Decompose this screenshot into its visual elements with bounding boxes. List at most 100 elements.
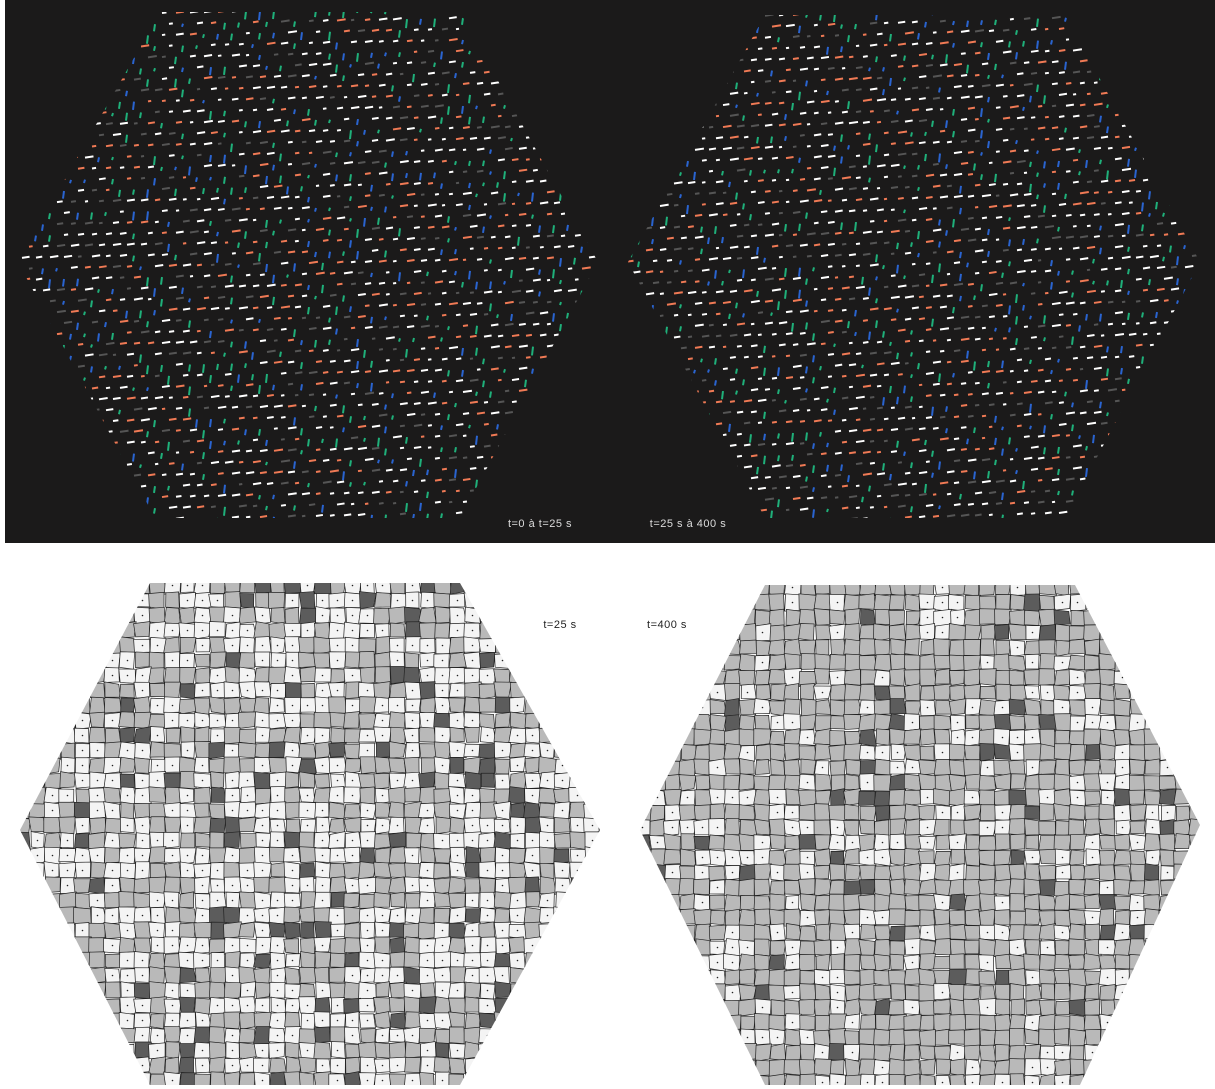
trajectory xyxy=(413,358,421,362)
trajectory xyxy=(980,130,983,139)
trajectory xyxy=(1037,390,1045,394)
trajectory xyxy=(995,369,1004,373)
trajectory xyxy=(322,349,329,352)
trajectory xyxy=(939,481,949,485)
trajectory xyxy=(764,145,774,149)
trajectory xyxy=(399,248,407,252)
trajectory xyxy=(1001,272,1004,279)
trajectory xyxy=(1079,345,1086,349)
trajectory xyxy=(673,335,681,339)
trajectory xyxy=(1135,322,1140,325)
trajectory xyxy=(680,214,686,218)
trajectory xyxy=(1079,191,1089,195)
trajectory xyxy=(560,234,566,238)
trajectory xyxy=(1044,401,1053,405)
trajectory xyxy=(525,158,530,161)
trajectory xyxy=(69,333,72,340)
trajectory xyxy=(266,328,274,331)
trajectory xyxy=(750,256,759,260)
trajectory xyxy=(715,422,723,426)
trajectory xyxy=(126,242,135,246)
trajectory xyxy=(890,274,896,278)
trajectory xyxy=(1114,332,1125,337)
cell-center xyxy=(351,629,354,632)
trajectory xyxy=(209,66,212,76)
trajectory xyxy=(764,101,772,105)
trajectory xyxy=(896,308,899,313)
trajectory xyxy=(440,183,443,189)
cell-center xyxy=(351,644,354,647)
cell xyxy=(74,622,91,639)
cell xyxy=(343,803,362,819)
trajectory xyxy=(244,187,247,193)
trajectory xyxy=(1015,30,1018,35)
cell xyxy=(404,621,422,640)
trajectory xyxy=(855,88,862,92)
trajectory xyxy=(350,260,356,264)
cell xyxy=(463,727,480,743)
trajectory xyxy=(820,319,830,324)
trajectory xyxy=(469,378,479,382)
trajectory xyxy=(224,460,234,464)
trajectory xyxy=(482,226,485,234)
cell-center xyxy=(426,719,429,722)
trajectory xyxy=(448,478,457,482)
cell-center xyxy=(561,764,564,767)
trajectory xyxy=(238,64,248,68)
trajectory xyxy=(777,301,780,311)
cell-center xyxy=(306,809,309,812)
trajectory xyxy=(778,101,785,105)
cell xyxy=(388,711,406,730)
trajectory xyxy=(196,373,203,377)
trajectory xyxy=(503,368,506,373)
trajectory xyxy=(476,455,484,459)
cell-center xyxy=(381,824,384,827)
trajectory xyxy=(771,91,776,94)
trajectory xyxy=(1030,512,1036,515)
cell xyxy=(43,651,62,669)
trajectory xyxy=(805,278,808,285)
cell-center xyxy=(607,735,609,737)
cell xyxy=(553,667,571,684)
cell-center xyxy=(321,689,324,692)
trajectory xyxy=(224,43,230,46)
cell xyxy=(433,583,452,595)
trajectory xyxy=(1037,347,1042,350)
trajectory xyxy=(890,98,897,102)
trajectory xyxy=(364,391,375,395)
trajectory xyxy=(385,138,395,142)
trajectory xyxy=(714,358,717,365)
trajectory xyxy=(308,393,315,397)
cell xyxy=(73,801,92,820)
trajectory xyxy=(315,448,321,451)
trajectory xyxy=(314,207,317,212)
trajectory xyxy=(1149,321,1157,325)
trajectory xyxy=(371,116,379,120)
trajectory xyxy=(687,335,693,339)
trajectory xyxy=(771,24,782,28)
trajectory xyxy=(272,494,275,500)
trajectory xyxy=(70,288,77,291)
trajectory xyxy=(813,419,822,423)
trajectory xyxy=(876,428,884,432)
cell xyxy=(598,638,600,655)
trajectory xyxy=(792,145,797,148)
cell-center xyxy=(516,659,519,662)
trajectory xyxy=(133,473,142,477)
trajectory xyxy=(778,475,787,479)
trajectory xyxy=(890,318,897,322)
trajectory xyxy=(273,339,278,342)
trajectory xyxy=(904,405,912,409)
trajectory xyxy=(890,119,899,124)
trajectory xyxy=(252,64,261,68)
trajectory xyxy=(953,437,960,441)
trajectory xyxy=(266,151,275,155)
trajectory xyxy=(882,89,885,96)
trajectory xyxy=(427,115,437,119)
cell xyxy=(494,606,511,625)
trajectory xyxy=(764,388,771,391)
trajectory xyxy=(833,343,836,348)
cell xyxy=(405,636,422,653)
trajectory xyxy=(952,219,955,228)
trajectory xyxy=(889,33,892,42)
